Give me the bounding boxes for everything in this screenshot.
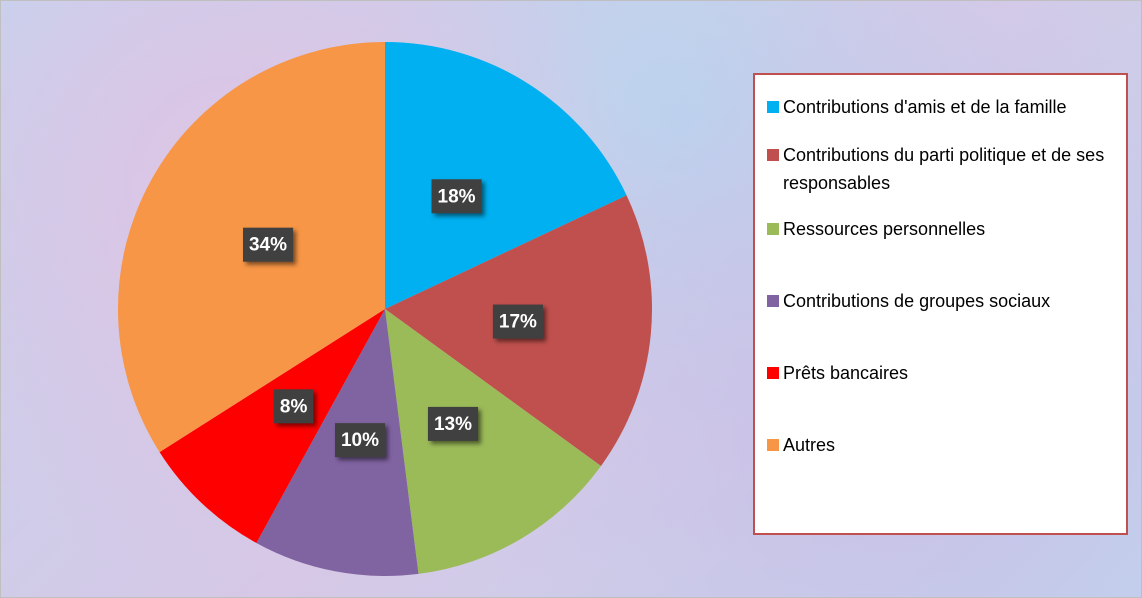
data-label-box	[242, 227, 294, 262]
data-label: 8%	[280, 396, 308, 417]
legend-label: Autres	[783, 435, 836, 455]
legend-swatch	[767, 295, 779, 307]
legend-label: Contributions du parti politique et de s…	[783, 145, 1105, 193]
legend-entry: Ressources personnelles	[767, 215, 1116, 243]
data-label-box	[492, 304, 544, 339]
data-label: 17%	[499, 312, 537, 333]
data-label-box	[427, 406, 479, 441]
data-label-group: 10%	[334, 423, 386, 458]
data-label-box	[334, 423, 386, 458]
data-label-group: 13%	[427, 406, 479, 441]
legend-label: Contributions de groupes sociaux	[783, 291, 1051, 311]
data-label-box	[273, 389, 314, 424]
legend-swatch	[767, 149, 779, 161]
data-label-group: 17%	[492, 304, 544, 339]
legend-swatch	[767, 101, 779, 113]
data-label-box	[431, 179, 482, 214]
legend-entry: Contributions du parti politique et de s…	[767, 141, 1116, 197]
data-label-group: 18%	[431, 179, 482, 214]
data-label: 13%	[434, 414, 472, 435]
legend-entry: Autres	[767, 431, 1116, 459]
data-label-group: 34%	[242, 227, 294, 262]
legend: Contributions d'amis et de la famille Con…	[753, 73, 1128, 535]
legend-entry: Prêts bancaires	[767, 359, 1116, 387]
data-label: 34%	[249, 235, 287, 256]
legend-entry: Contributions de groupes sociaux	[767, 287, 1116, 315]
data-label: 10%	[341, 430, 379, 451]
legend-swatch	[767, 367, 779, 379]
pie-slice	[159, 309, 385, 543]
pie-slice	[385, 309, 602, 574]
pie-slice	[385, 42, 627, 309]
legend-swatch	[767, 439, 779, 451]
legend-swatch	[767, 223, 779, 235]
data-label-group: 8%	[273, 389, 314, 424]
data-label: 18%	[438, 186, 476, 207]
legend-label: Contributions d'amis et de la famille	[783, 97, 1067, 117]
legend-label: Ressources personnelles	[783, 219, 986, 239]
legend-entry: Contributions d'amis et de la famille	[767, 93, 1116, 121]
pie-chart: 18% 17% 13% 10% 8% 34%	[117, 42, 652, 576]
legend-label: Prêts bancaires	[783, 363, 909, 383]
